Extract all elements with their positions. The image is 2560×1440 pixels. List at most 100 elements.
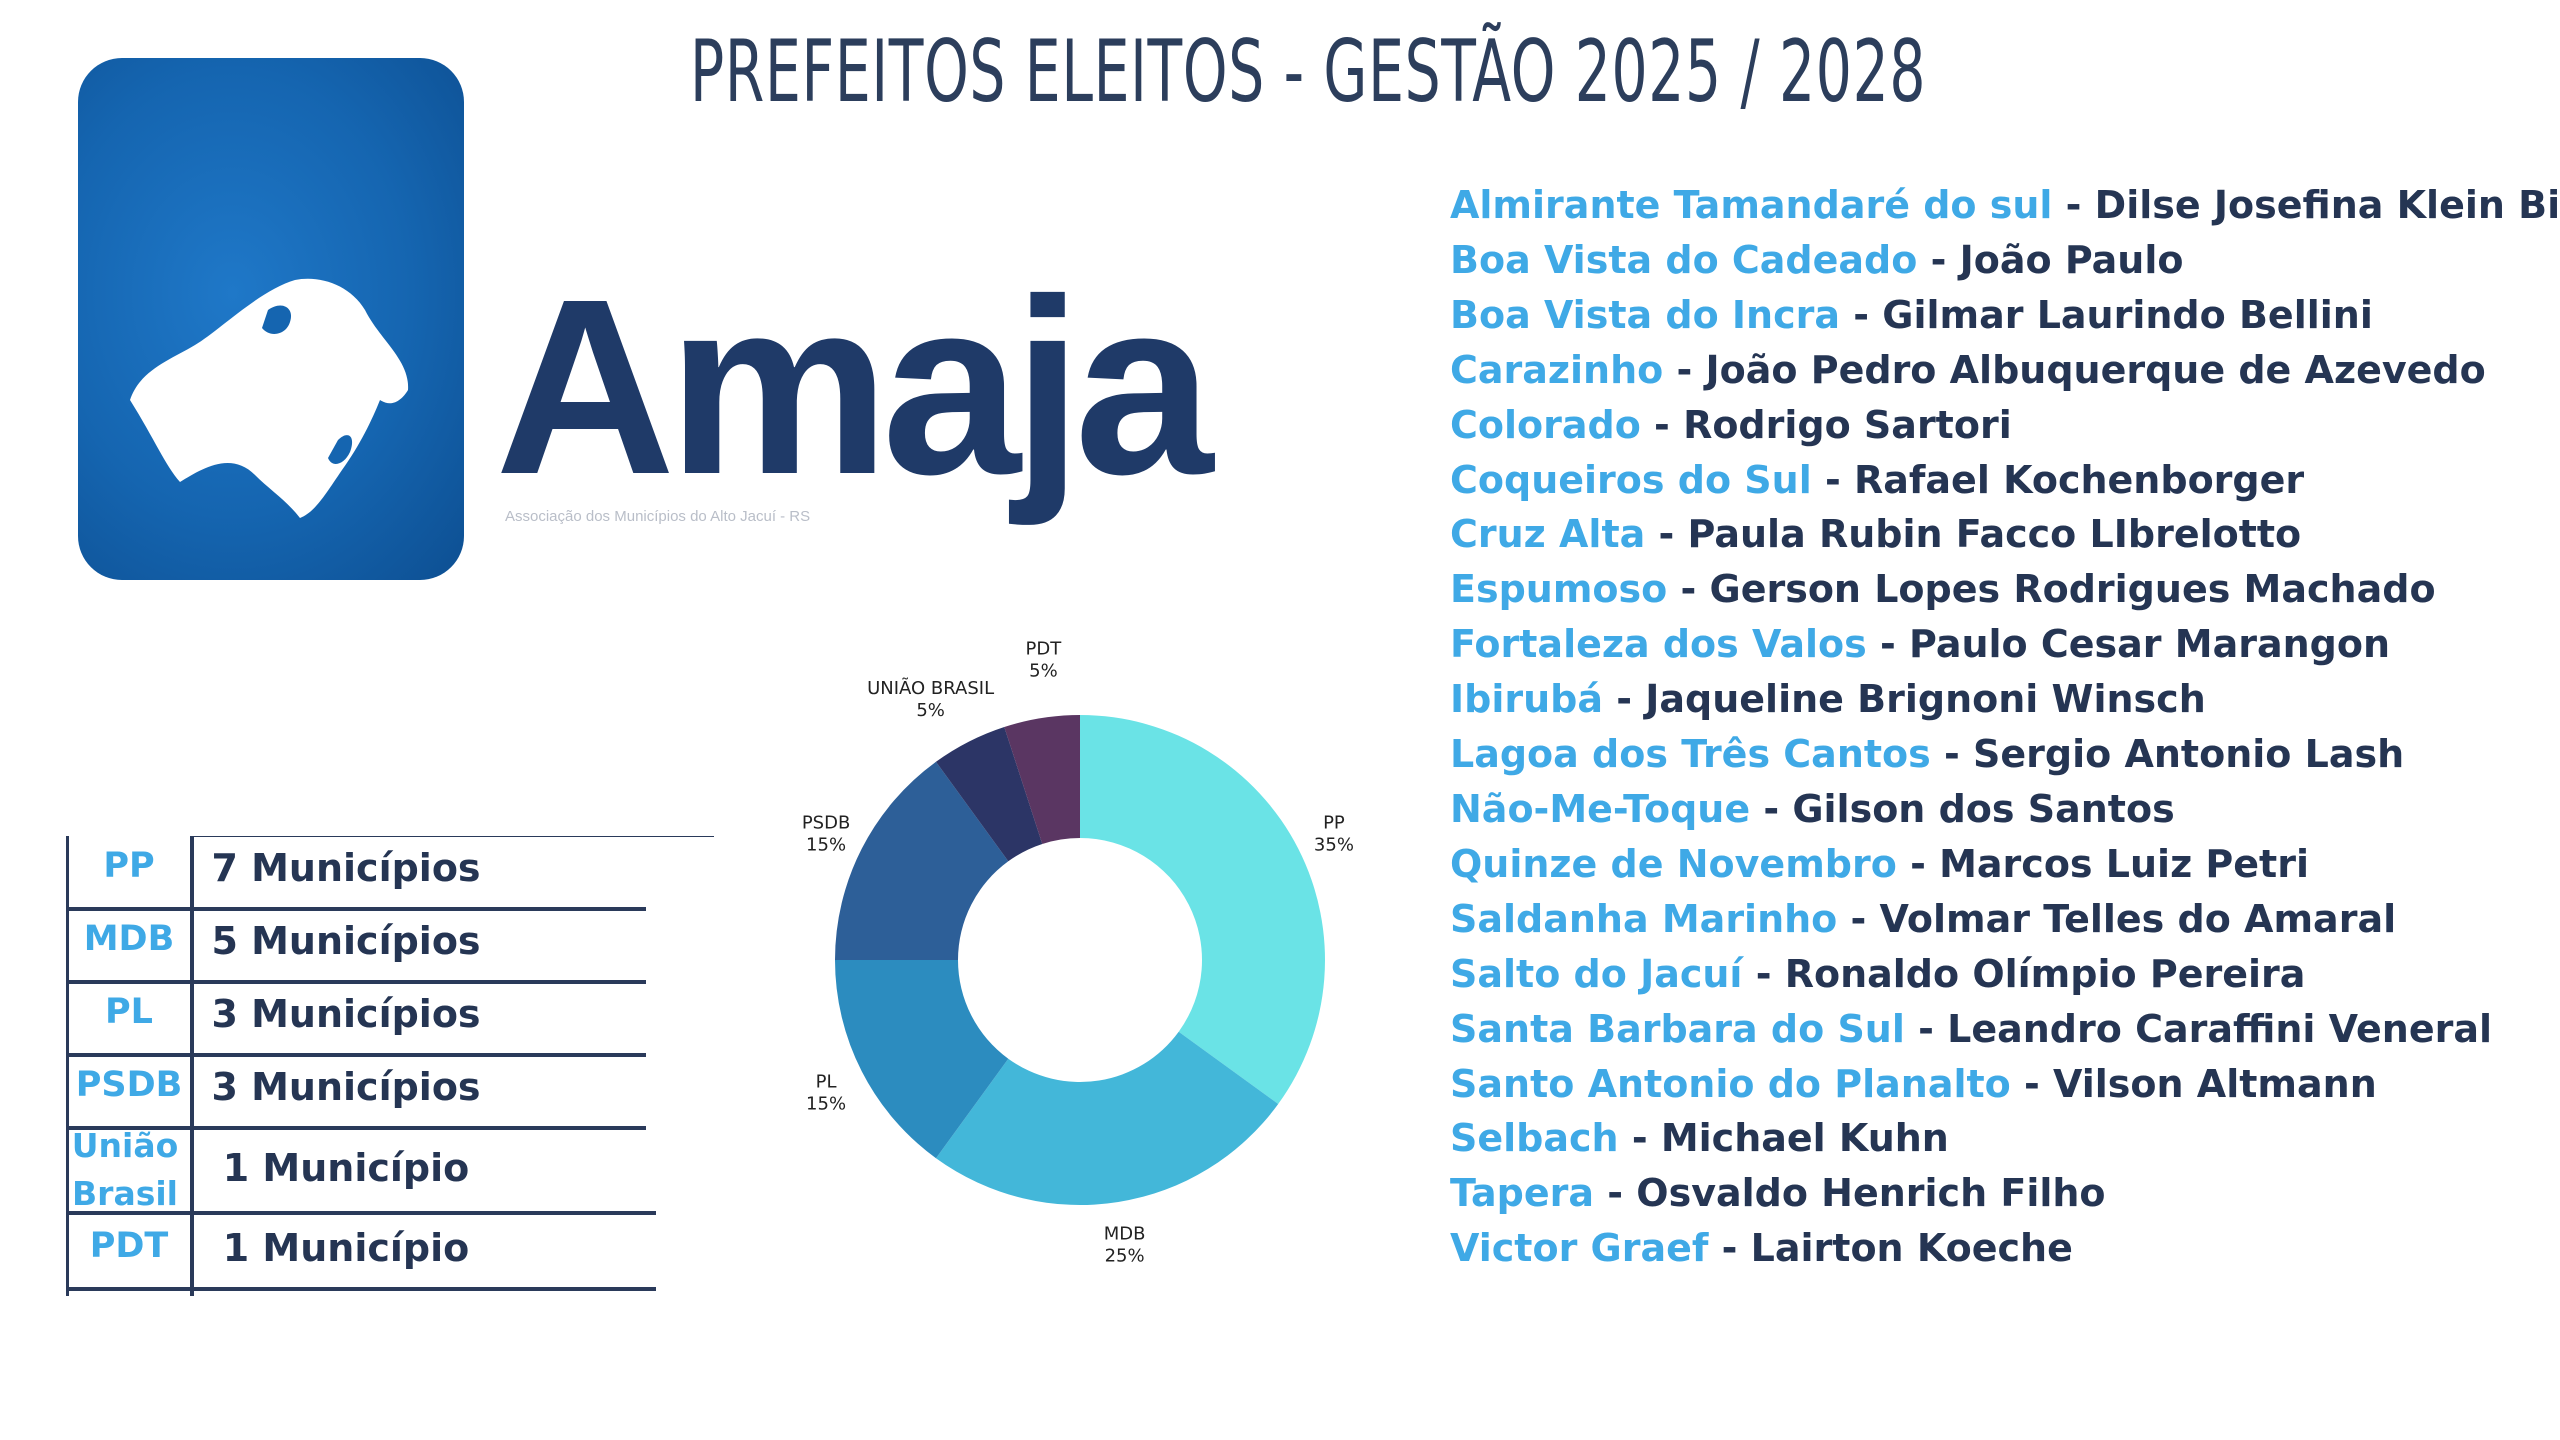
list-separator: - [1930, 732, 1974, 777]
list-separator: - [1618, 1116, 1661, 1161]
party-name: PP [103, 846, 155, 886]
mayor-name: Paulo Cesar Marangon [1908, 622, 2391, 667]
table-row: PP 7 Municípios [66, 836, 716, 906]
mayor-list: Almirante Tamandaré do sul - Dilse Josef… [1450, 178, 2560, 1276]
list-separator: - [1904, 1006, 1948, 1051]
table-row: PSDB 3 Municípios [66, 1055, 716, 1125]
municipality-count: 3 Municípios [211, 1065, 481, 1109]
table-rule [194, 836, 714, 837]
city-name: Saldanha Marinho [1450, 896, 1838, 941]
list-separator: - [1640, 402, 1684, 447]
mayor-list-item: Não-Me-Toque - Gilson dos Santos [1450, 782, 2560, 837]
mayor-name: Gilmar Laurindo Bellini [1882, 292, 2373, 337]
city-name: Não-Me-Toque [1450, 786, 1751, 831]
table-row: MDB 5 Municípios [66, 909, 716, 979]
mayor-name: Osvaldo Henrich Filho [1636, 1171, 2106, 1216]
mayor-list-item: Almirante Tamandaré do sul - Dilse Josef… [1450, 178, 2560, 233]
donut-slice-pp [1080, 715, 1325, 1105]
city-name: Carazinho [1450, 347, 1664, 392]
municipality-count: 3 Municípios [211, 992, 481, 1036]
party-name: PL [105, 992, 153, 1032]
city-name: Boa Vista do Cadeado [1450, 237, 1918, 282]
mayor-list-item: Colorado - Rodrigo Sartori [1450, 398, 2560, 453]
municipality-count: 1 Município [222, 1226, 470, 1270]
municipality-count: 5 Municípios [211, 919, 481, 963]
table-row: PDT 1 Município [66, 1216, 716, 1286]
mayor-list-item: Salto do Jacuí - Ronaldo Olímpio Pereira [1450, 947, 2560, 1002]
city-name: Selbach [1450, 1116, 1619, 1161]
list-separator: - [1645, 512, 1688, 557]
table-rule [66, 907, 646, 911]
mayor-list-item: Quinze de Novembro - Marcos Luiz Petri [1450, 837, 2560, 892]
mayor-name: Marcos Luiz Petri [1939, 841, 2309, 886]
party-name: MDB [83, 919, 175, 959]
mayor-name: Ronaldo Olímpio Pereira [1784, 951, 2306, 996]
list-separator: - [1742, 951, 1785, 996]
city-name: Victor Graef [1450, 1226, 1709, 1271]
slice-percent-label: 5% [916, 700, 945, 721]
list-separator: - [1750, 786, 1793, 831]
slice-percent-label: 5% [1029, 661, 1058, 682]
list-separator: - [1667, 567, 1710, 612]
city-name: Fortaleza dos Valos [1450, 622, 1867, 667]
mayor-name: Michael Kuhn [1660, 1116, 1949, 1161]
slice-category-label: PP [1323, 813, 1345, 834]
slice-category-label: PL [816, 1071, 837, 1092]
table-rule [66, 980, 646, 984]
list-separator: - [1594, 1171, 1637, 1216]
list-separator: - [1896, 841, 1940, 886]
page-title: PREFEITOS ELEITOS - GESTÃO 2025 / 2028 [690, 22, 1927, 122]
slice-category-label: PDT [1026, 640, 1063, 660]
list-separator: - [1708, 1226, 1751, 1271]
mayor-list-item: Boa Vista do Cadeado - João Paulo [1450, 233, 2560, 288]
mayor-name: Vilson Altmann [2053, 1061, 2377, 1106]
city-name: Lagoa dos Três Cantos [1450, 732, 1931, 777]
list-separator: - [1917, 237, 1960, 282]
donut-slice-pl [835, 960, 1009, 1159]
party-name: União Brasil [71, 1126, 179, 1213]
mayor-name: Jaqueline Brignoni Winsch [1645, 677, 2206, 722]
slice-percent-label: 25% [1105, 1245, 1145, 1266]
party-name: PDT [89, 1226, 169, 1266]
table-rule [190, 836, 194, 1296]
mayor-list-item: Saldanha Marinho - Volmar Telles do Amar… [1450, 892, 2560, 947]
mayor-list-item: Ibirubá - Jaqueline Brignoni Winsch [1450, 672, 2560, 727]
table-row: União Brasil 1 Município [66, 1126, 716, 1213]
mayor-list-item: Carazinho - João Pedro Albuquerque de Az… [1450, 343, 2560, 398]
mayor-name: João Pedro Albuquerque de Azevedo [1705, 347, 2486, 392]
mayor-name: Leandro Caraffini Veneral [1947, 1006, 2493, 1051]
list-separator: - [1603, 677, 1646, 722]
state-map-icon [130, 278, 409, 518]
list-separator: - [1811, 457, 1854, 502]
city-name: Santa Barbara do Sul [1450, 1006, 1905, 1051]
city-name: Almirante Tamandaré do sul [1450, 183, 2053, 227]
mayor-name: Gerson Lopes Rodrigues Machado [1709, 567, 2436, 612]
mayor-name: Sergio Antonio Lash [1973, 732, 2405, 777]
city-name: Ibirubá [1450, 677, 1604, 722]
mayor-list-item: Fortaleza dos Valos - Paulo Cesar Marang… [1450, 617, 2560, 672]
slice-category-label: UNIÃO BRASIL [867, 677, 994, 699]
list-separator: - [1866, 622, 1909, 667]
donut-slice-psdb [835, 761, 1009, 960]
slice-percent-label: 15% [806, 1093, 846, 1114]
city-name: Coqueiros do Sul [1450, 457, 1812, 502]
logo-wordmark: Amaja [495, 247, 1213, 526]
slice-category-label: MDB [1104, 1223, 1146, 1244]
list-separator: - [1663, 347, 1706, 392]
slice-category-label: PSDB [802, 813, 851, 834]
mayor-list-item: Lagoa dos Três Cantos - Sergio Antonio L… [1450, 727, 2560, 782]
mayor-name: Gilson dos Santos [1792, 786, 2175, 831]
table-rule [66, 836, 69, 1296]
city-name: Santo Antonio do Planalto [1450, 1061, 2011, 1106]
mayor-name: Dilse Josefina Klein Bicigo [2094, 183, 2560, 227]
city-name: Salto do Jacuí [1450, 951, 1743, 996]
donut-slice-união-brasil [935, 726, 1043, 862]
list-separator: - [2010, 1061, 2053, 1106]
donut-slice-mdb [935, 1031, 1279, 1205]
mayor-name: Volmar Telles do Amaral [1879, 896, 2397, 941]
donut-slice-pdt [1004, 715, 1080, 844]
list-separator: - [1840, 292, 1883, 337]
mayor-list-item: Coqueiros do Sul - Rafael Kochenborger [1450, 453, 2560, 508]
mayor-list-item: Santo Antonio do Planalto - Vilson Altma… [1450, 1057, 2560, 1112]
slice-percent-label: 35% [1314, 835, 1354, 856]
